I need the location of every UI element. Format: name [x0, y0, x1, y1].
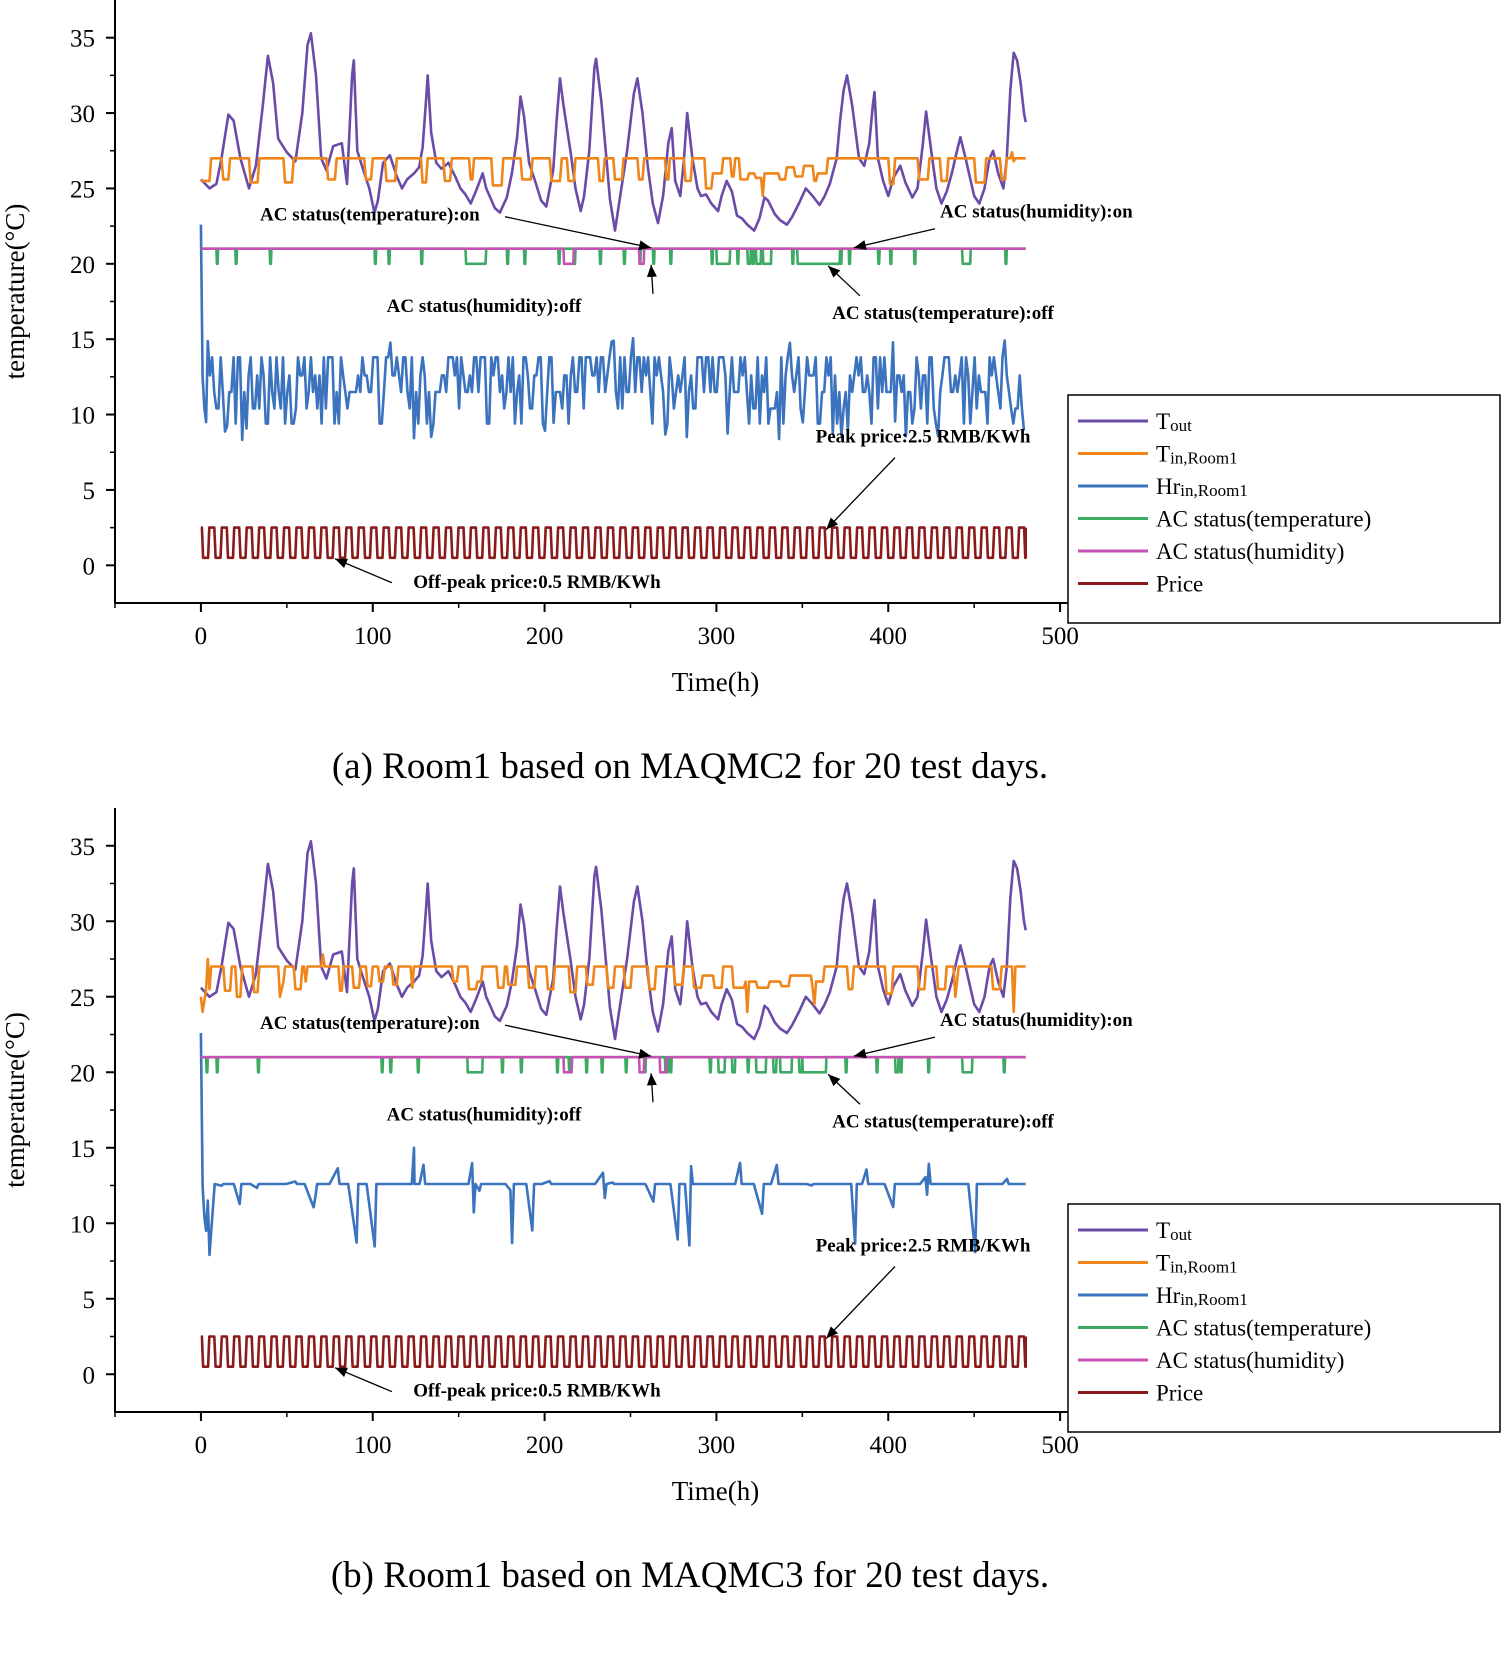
- legend-label-price: Price: [1156, 1381, 1203, 1406]
- annotation: AC status(humidity):on: [940, 202, 1133, 223]
- y-axis-label: temperature(°C): [0, 1012, 30, 1188]
- annotation-arrow: [853, 1036, 936, 1057]
- y-tick-label: 0: [83, 1362, 96, 1389]
- y-tick-label: 5: [83, 1287, 96, 1314]
- x-tick-label: 300: [698, 623, 736, 650]
- legend-label-ac_temp: AC status(temperature): [1156, 507, 1371, 532]
- annotation-arrowhead: [826, 517, 839, 530]
- x-tick-label: 400: [870, 1432, 908, 1459]
- chart-panel-b: 0 5 10 15 20 25 30 35 0 100 200 300 400 500 Time(h) tem…: [0, 808, 1501, 1596]
- y-tick-label: 30: [70, 909, 95, 936]
- series-line-hr: [199, 1032, 1026, 1257]
- x-tick-label: 500: [1041, 1432, 1079, 1459]
- series-line-ac_hum: [200, 247, 1026, 266]
- series-line-price: [200, 526, 1027, 560]
- legend-label-subscript: in,Room1: [1170, 449, 1238, 468]
- annotation: AC status(temperature):off: [832, 303, 1054, 324]
- legend-label-price: Price: [1156, 572, 1203, 597]
- annotation-arrowhead: [334, 558, 348, 569]
- legend-label-subscript: in,Room1: [1170, 1258, 1238, 1277]
- legend-label-subscript: in,Room1: [1180, 1290, 1248, 1309]
- annotation-arrow: [504, 1024, 652, 1057]
- annotation-arrowhead: [826, 1326, 839, 1339]
- y-tick-label: 15: [70, 327, 95, 354]
- x-axis-label: Time(h): [672, 1476, 760, 1506]
- series-line-ac_temp: [200, 1055, 1026, 1074]
- y-tick-label: 20: [70, 1060, 95, 1087]
- x-tick-label: 300: [698, 1432, 736, 1459]
- annotation: AC status(humidity):off: [387, 296, 582, 317]
- series-line-hr: [199, 224, 1026, 442]
- y-tick-label: 10: [70, 1211, 95, 1238]
- annotation: Peak price:2.5 RMB/KWh: [816, 1236, 1031, 1257]
- legend-label-subscript: in,Room1: [1180, 481, 1248, 500]
- legend-label-ac_hum: AC status(humidity): [1156, 539, 1344, 564]
- annotation: Off-peak price:0.5 RMB/KWh: [413, 1381, 661, 1402]
- x-tick-label: 200: [526, 1432, 564, 1459]
- y-tick-label: 25: [70, 176, 95, 203]
- annotation-arrow: [825, 1266, 896, 1339]
- series-line-tout: [199, 31, 1027, 232]
- x-tick-label: 0: [195, 1432, 208, 1459]
- annotation-arrowhead: [828, 1074, 841, 1087]
- series-line-tin: [200, 151, 1026, 198]
- y-tick-label: 35: [70, 834, 95, 861]
- y-tick-label: 0: [83, 553, 96, 580]
- series-line-tout: [199, 839, 1027, 1041]
- annotation: AC status(temperature):on: [260, 1013, 480, 1034]
- annotation-arrow: [825, 457, 896, 531]
- annotation: Peak price:2.5 RMB/KWh: [816, 427, 1031, 448]
- series-line-tin: [199, 953, 1026, 1014]
- annotation-arrowhead: [638, 240, 652, 251]
- x-tick-label: 500: [1041, 623, 1079, 650]
- annotation-arrowhead: [646, 264, 657, 278]
- x-tick-label: 100: [354, 623, 392, 650]
- series-line-ac_temp: [200, 247, 1026, 266]
- y-tick-label: 30: [70, 101, 95, 128]
- x-tick-label: 400: [870, 623, 908, 650]
- series-line-price: [200, 1335, 1027, 1368]
- annotation: Off-peak price:0.5 RMB/KWh: [413, 572, 661, 593]
- figure-caption: (b) Room1 based on MAQMC3 for 20 test da…: [331, 1555, 1049, 1596]
- annotation: AC status(temperature):off: [832, 1111, 1054, 1132]
- annotation-arrowhead: [646, 1073, 657, 1086]
- y-tick-label: 35: [70, 26, 95, 53]
- annotation: AC status(humidity):on: [940, 1010, 1133, 1031]
- annotation: AC status(temperature):on: [260, 205, 480, 226]
- y-tick-label: 15: [70, 1136, 95, 1163]
- legend-label-ac_temp: AC status(temperature): [1156, 1316, 1371, 1341]
- annotation-arrowhead: [853, 1048, 867, 1059]
- annotation-arrowhead: [638, 1048, 652, 1059]
- annotation-arrow: [504, 216, 652, 249]
- annotation-arrow: [853, 228, 936, 249]
- annotation-arrowhead: [334, 1367, 348, 1377]
- annotation: AC status(humidity):off: [387, 1104, 582, 1125]
- y-tick-label: 10: [70, 403, 95, 430]
- x-axis-label: Time(h): [672, 667, 760, 697]
- annotation-arrowhead: [828, 265, 841, 278]
- x-tick-label: 0: [195, 623, 208, 650]
- series-line-ac_hum: [200, 1055, 1026, 1074]
- y-tick-label: 25: [70, 985, 95, 1012]
- y-tick-label: 20: [70, 252, 95, 279]
- annotation-arrowhead: [853, 240, 867, 250]
- chart-panel-a: 0 5 10 15 20 25 30 35 0 100 200 300 400 500 Time(h) tem…: [0, 0, 1501, 787]
- legend-label-subscript: out: [1170, 1225, 1192, 1244]
- x-tick-label: 200: [526, 623, 564, 650]
- y-axis-label: temperature(°C): [0, 204, 30, 380]
- legend-label-subscript: out: [1170, 416, 1192, 435]
- figure-caption: (a) Room1 based on MAQMC2 for 20 test da…: [332, 746, 1048, 787]
- x-tick-label: 100: [354, 1432, 392, 1459]
- legend-label-ac_hum: AC status(humidity): [1156, 1348, 1344, 1373]
- y-tick-label: 5: [83, 478, 96, 505]
